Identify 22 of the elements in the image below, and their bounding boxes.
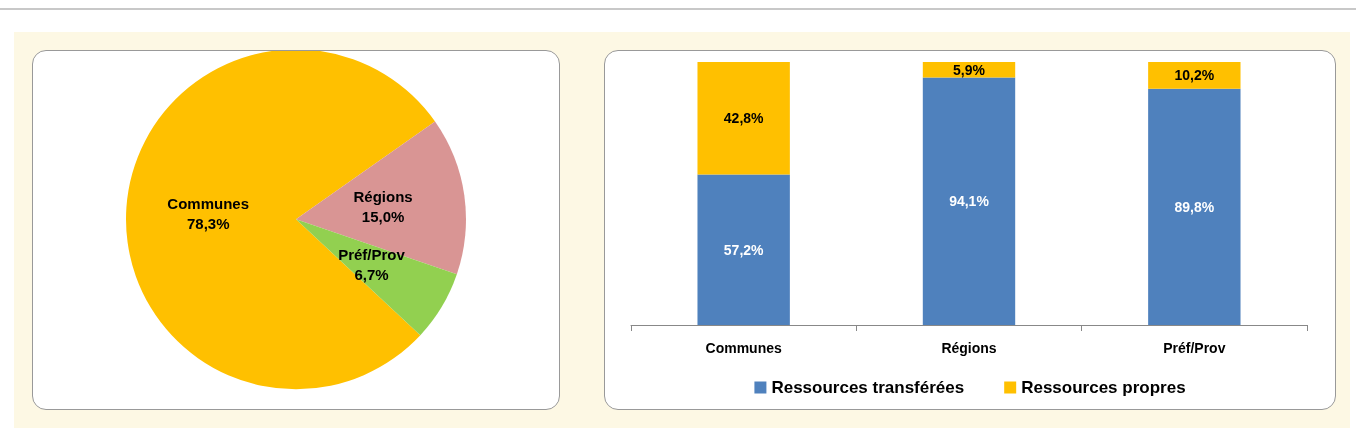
x-tick-label: Régions xyxy=(941,340,997,356)
data-label: 94,1% xyxy=(949,193,990,210)
data-label: 89,8% xyxy=(1174,198,1215,215)
bar xyxy=(1148,62,1241,89)
data-label: 5,9% xyxy=(953,61,986,78)
data-label: 78,3% xyxy=(186,214,230,232)
legend-label: Ressources propres xyxy=(1021,378,1186,397)
data-label: 57,2% xyxy=(723,241,765,258)
x-tick-label: Communes xyxy=(705,340,782,356)
slice-label: Communes xyxy=(167,194,250,212)
bar xyxy=(1148,88,1241,325)
bar xyxy=(697,62,790,175)
legend-label: Ressources transférées xyxy=(771,378,965,397)
bar xyxy=(697,174,790,325)
data-label: 15,0% xyxy=(361,208,405,226)
bar xyxy=(922,77,1016,325)
data-label: 42,8% xyxy=(723,110,765,127)
data-label: 10,2% xyxy=(1174,67,1215,84)
x-tick-label: Préf/Prov xyxy=(1163,340,1226,356)
slice-label: Régions xyxy=(353,188,413,206)
data-label: 6,7% xyxy=(354,266,389,283)
slice-label: Préf/Prov xyxy=(338,246,406,263)
